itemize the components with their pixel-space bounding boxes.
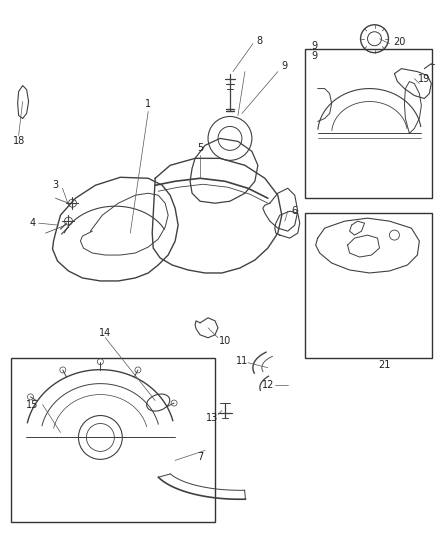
Text: 19: 19 [418,74,431,84]
Text: 21: 21 [378,360,391,370]
Bar [305,213,432,358]
Text: 1: 1 [145,99,151,109]
Text: 20: 20 [393,37,406,47]
Text: 11: 11 [236,356,248,366]
Text: 18: 18 [13,136,25,147]
Text: 7: 7 [197,453,203,463]
Text: 9: 9 [311,51,318,61]
Text: 14: 14 [99,328,112,338]
Text: 13: 13 [206,413,218,423]
Text: 9: 9 [311,41,318,51]
Text: 5: 5 [197,143,203,154]
Bar [11,358,215,522]
Text: 15: 15 [26,400,39,409]
Text: 10: 10 [219,336,231,346]
Text: 8: 8 [257,36,263,46]
Text: 3: 3 [53,180,59,190]
Text: 12: 12 [261,379,274,390]
Bar [305,49,432,198]
Text: 4: 4 [29,218,35,228]
Text: 6: 6 [292,206,298,216]
Text: 9: 9 [282,61,288,71]
